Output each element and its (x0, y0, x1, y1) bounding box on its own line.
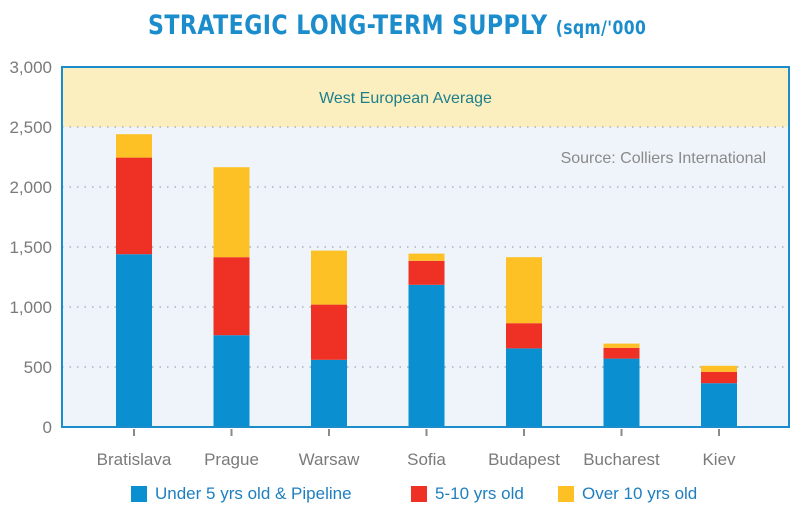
bar-bucharest-1 (603, 347, 640, 359)
x-tick-label: Sofia (407, 450, 446, 469)
legend-item-over-10: Over 10 yrs old (558, 484, 697, 504)
y-tick-label: 3,000 (9, 58, 52, 77)
y-tick-label: 1,500 (9, 238, 52, 257)
x-tick-label: Kiev (702, 450, 736, 469)
legend-label: Over 10 yrs old (582, 484, 698, 503)
bar-kiev-2 (701, 365, 737, 372)
bar-bratislava-0 (116, 254, 152, 427)
y-tick-label: 2,000 (9, 178, 52, 197)
bar-bucharest-0 (603, 358, 640, 427)
y-tick-label: 1,000 (9, 298, 52, 317)
bar-kiev-0 (701, 383, 737, 427)
legend-item-5-10: 5-10 yrs old (411, 484, 524, 504)
x-tick-label: Bratislava (97, 450, 172, 469)
title-text: STRATEGIC LONG-TERM SUPPLY (148, 10, 548, 41)
bar-prague-0 (213, 335, 250, 427)
average-band (62, 67, 789, 127)
chart-title: STRATEGIC LONG-TERM SUPPLY (sqm/'000 (148, 10, 646, 41)
legend-swatch-yellow (558, 486, 574, 502)
title-unit: (sqm/'000 (555, 17, 647, 39)
bar-prague-1 (213, 257, 250, 336)
source-annotation: Source: Colliers International (561, 150, 766, 167)
y-tick-label: 500 (24, 358, 52, 377)
plot-frame (61, 66, 790, 428)
bar-sofia-0 (408, 284, 445, 427)
bar-prague-2 (213, 167, 250, 258)
x-tick-label: Warsaw (299, 450, 360, 469)
bar-bratislava-1 (116, 157, 152, 255)
bar-kiev-1 (701, 371, 737, 384)
band-label: West European Average (319, 90, 492, 107)
bar-budapest-1 (506, 323, 542, 349)
bar-sofia-2 (408, 253, 445, 261)
bar-warsaw-0 (311, 359, 347, 427)
x-tick-label: Bucharest (583, 450, 660, 469)
bar-bratislava-2 (116, 134, 152, 158)
legend-label: 5-10 yrs old (435, 484, 524, 503)
bar-sofia-1 (408, 260, 445, 285)
x-tick-label: Budapest (488, 450, 560, 469)
legend-label: Under 5 yrs old & Pipeline (155, 484, 352, 503)
x-tick-label: Prague (204, 450, 259, 469)
legend-item-under-5: Under 5 yrs old & Pipeline (131, 484, 352, 504)
bar-budapest-0 (506, 348, 542, 427)
bar-warsaw-2 (311, 250, 347, 305)
legend-swatch-red (411, 486, 427, 502)
y-tick-label: 2,500 (9, 118, 52, 137)
legend-swatch-blue (131, 486, 147, 502)
bar-warsaw-1 (311, 304, 347, 360)
bar-budapest-2 (506, 257, 542, 324)
y-tick-label: 0 (43, 418, 52, 437)
bar-bucharest-2 (603, 343, 640, 348)
